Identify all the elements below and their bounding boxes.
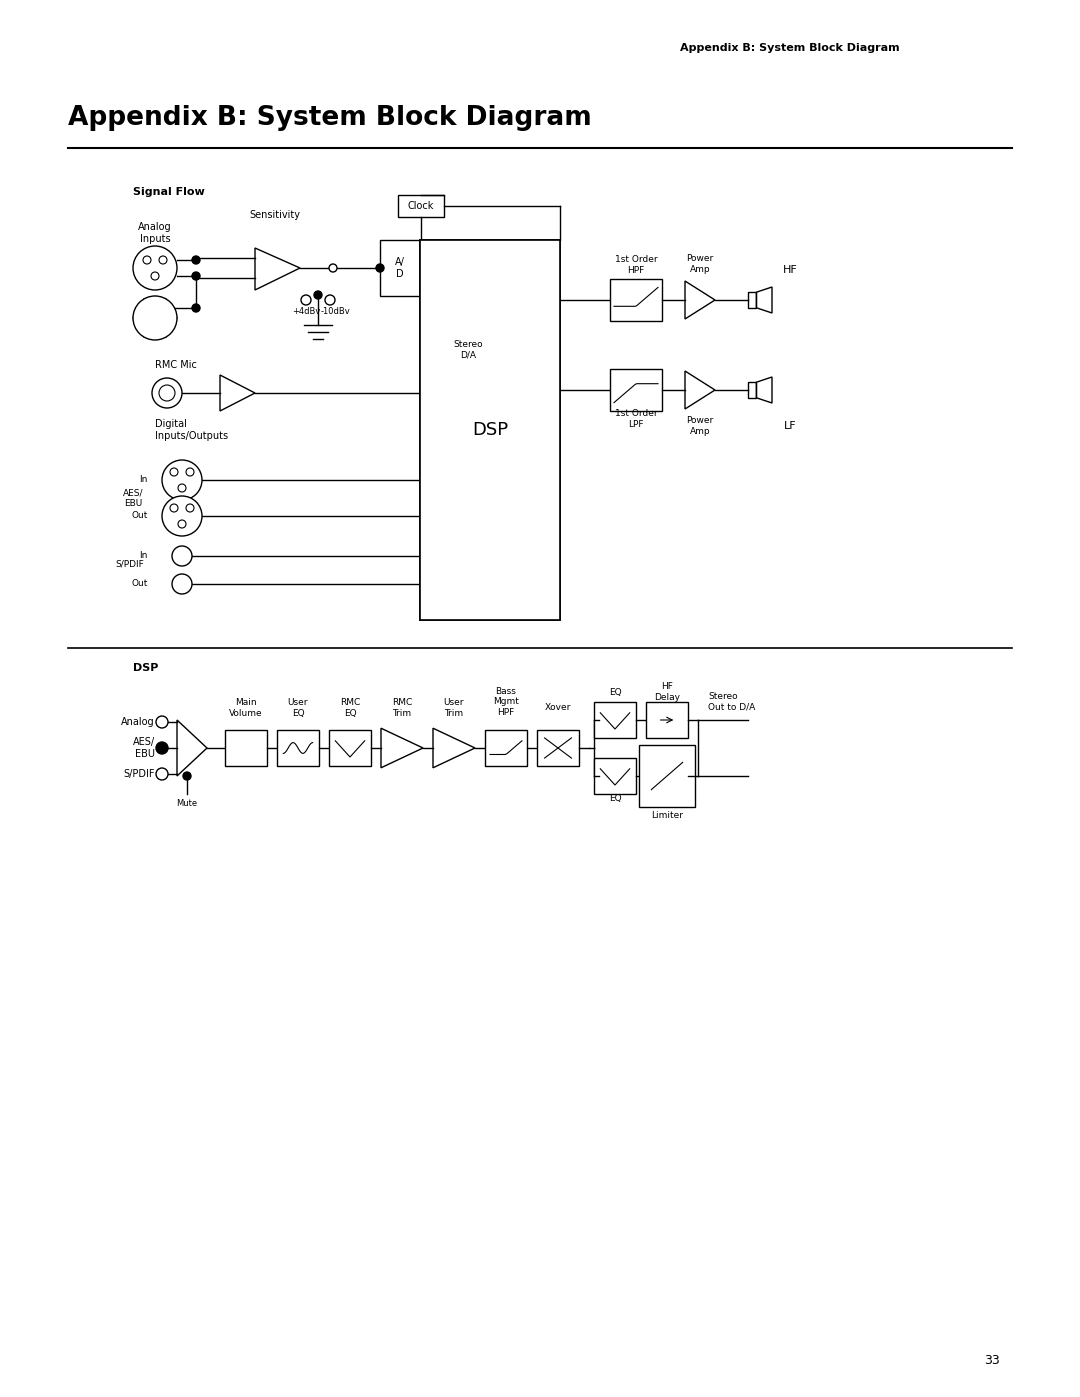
Circle shape	[186, 504, 194, 511]
Text: 1st Order
HPF: 1st Order HPF	[615, 256, 658, 275]
Bar	[594, 759, 636, 793]
Text: RMC
EQ: RMC EQ	[340, 698, 360, 718]
Circle shape	[192, 256, 200, 264]
Bar	[748, 292, 756, 307]
Circle shape	[329, 264, 337, 272]
Bar	[420, 240, 561, 620]
Bar	[646, 703, 688, 738]
Circle shape	[301, 295, 311, 305]
Text: Main
Volume: Main Volume	[229, 698, 262, 718]
Text: Out: Out	[132, 580, 148, 588]
Text: Sensitivity: Sensitivity	[249, 210, 300, 219]
Text: -10dBv: -10dBv	[320, 307, 350, 317]
Circle shape	[133, 246, 177, 291]
Text: Xover: Xover	[544, 704, 571, 712]
Circle shape	[162, 496, 202, 536]
Text: Limiter: Limiter	[651, 812, 683, 820]
Circle shape	[192, 305, 200, 312]
Text: In: In	[139, 552, 148, 560]
Text: Signal Flow: Signal Flow	[133, 187, 205, 197]
Circle shape	[376, 264, 384, 272]
Bar	[329, 731, 372, 766]
Circle shape	[159, 256, 167, 264]
Bar	[380, 240, 420, 296]
Text: Power
Amp: Power Amp	[687, 254, 714, 274]
Circle shape	[183, 773, 191, 780]
Circle shape	[162, 460, 202, 500]
Text: User
Trim: User Trim	[444, 698, 464, 718]
Text: In: In	[139, 475, 148, 485]
Circle shape	[314, 291, 322, 299]
Circle shape	[133, 296, 177, 339]
Bar	[225, 731, 267, 766]
Circle shape	[143, 256, 151, 264]
Text: AES/
EBU: AES/ EBU	[133, 738, 156, 759]
Circle shape	[156, 768, 168, 780]
Text: DSP: DSP	[133, 664, 159, 673]
Text: RMC
Trim: RMC Trim	[392, 698, 413, 718]
Text: Analog
Inputs: Analog Inputs	[138, 222, 172, 243]
Text: EQ: EQ	[609, 687, 621, 697]
Bar	[485, 731, 527, 766]
Circle shape	[172, 574, 192, 594]
Circle shape	[186, 468, 194, 476]
Text: User
EQ: User EQ	[287, 698, 308, 718]
Text: Stereo
Out to D/A: Stereo Out to D/A	[708, 693, 755, 711]
Text: HF
Delay: HF Delay	[654, 682, 680, 701]
Text: RMC Mic: RMC Mic	[156, 360, 197, 370]
Text: +4dBv: +4dBv	[292, 307, 320, 317]
Bar	[399, 196, 444, 217]
Bar	[420, 240, 561, 620]
Bar	[276, 731, 319, 766]
Circle shape	[192, 272, 200, 279]
Text: Analog: Analog	[121, 717, 156, 726]
Text: Digital
Inputs/Outputs: Digital Inputs/Outputs	[156, 419, 228, 441]
Text: Mute: Mute	[176, 799, 198, 809]
Text: 1st Order
LPF: 1st Order LPF	[615, 409, 658, 429]
Bar	[610, 279, 662, 321]
Circle shape	[178, 520, 186, 528]
Text: Appendix B: System Block Diagram: Appendix B: System Block Diagram	[68, 105, 592, 131]
Circle shape	[170, 468, 178, 476]
Text: Power
Amp: Power Amp	[687, 416, 714, 436]
Circle shape	[172, 546, 192, 566]
Circle shape	[152, 379, 183, 408]
Circle shape	[156, 717, 168, 728]
Text: EQ: EQ	[609, 793, 621, 802]
Text: 33: 33	[984, 1354, 1000, 1366]
Circle shape	[156, 742, 168, 754]
Text: Bass
Mgmt
HPF: Bass Mgmt HPF	[494, 687, 518, 717]
Circle shape	[325, 295, 335, 305]
Text: Out: Out	[132, 511, 148, 521]
Bar	[610, 369, 662, 411]
Text: A/
D: A/ D	[395, 257, 405, 279]
Text: LF: LF	[784, 420, 796, 432]
Circle shape	[159, 386, 175, 401]
Text: AES/
EBU: AES/ EBU	[123, 489, 144, 507]
Text: Clock: Clock	[408, 201, 434, 211]
Circle shape	[178, 483, 186, 492]
Circle shape	[170, 504, 178, 511]
Bar	[748, 383, 756, 398]
Text: DSP: DSP	[472, 420, 508, 439]
Bar	[594, 703, 636, 738]
Bar	[537, 731, 579, 766]
Text: S/PDIF: S/PDIF	[116, 560, 145, 569]
Bar	[438, 310, 498, 390]
Text: S/PDIF: S/PDIF	[123, 768, 156, 780]
Circle shape	[151, 272, 159, 279]
Text: Appendix B: System Block Diagram: Appendix B: System Block Diagram	[680, 43, 900, 53]
Text: Stereo
D/A: Stereo D/A	[454, 341, 483, 359]
Bar	[639, 745, 696, 807]
Text: HF: HF	[783, 265, 797, 275]
